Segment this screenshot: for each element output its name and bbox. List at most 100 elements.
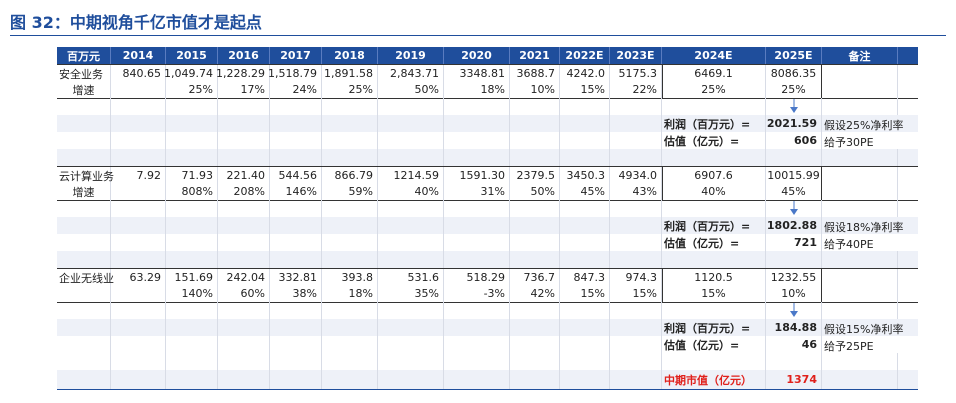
empty-cell (57, 251, 111, 268)
total-label: 中期市值（亿元） (662, 370, 766, 389)
empty-cell (111, 251, 166, 268)
empty-cell (378, 370, 444, 389)
value-cell: 1591.30 (444, 167, 510, 184)
empty-cell (766, 200, 822, 217)
header-cell: 2025E (766, 47, 822, 64)
growth-cell (111, 81, 166, 98)
profit-row: 利润（百万元）= 1802.88 (57, 217, 918, 234)
growth-cell: 42% (510, 285, 560, 302)
growth-cell: 31% (444, 183, 510, 200)
empty-cell (218, 370, 270, 389)
growth-cell: 10% (766, 285, 822, 302)
empty-cell (322, 115, 378, 132)
empty-cell (610, 319, 662, 336)
empty-cell (322, 234, 378, 251)
empty-cell (111, 234, 166, 251)
empty-cell (444, 251, 510, 268)
empty-cell (270, 251, 322, 268)
valuation-value: 721 (766, 234, 822, 251)
growth-label: 增速 (57, 183, 111, 200)
empty-cell (378, 302, 444, 319)
empty-cell (166, 353, 218, 370)
value-cell: 974.3 (610, 269, 662, 286)
empty-cell (444, 149, 510, 166)
growth-cell: 50% (510, 183, 560, 200)
empty-cell (270, 98, 322, 115)
empty-cell (322, 251, 378, 268)
empty-cell (218, 302, 270, 319)
empty-cell (111, 336, 166, 353)
business-value-row: 企业无线业 63.29 151.69 242.04 332.81 393.8 531.6 51… (57, 268, 918, 286)
growth-cell: 208% (218, 183, 270, 200)
empty-cell (218, 98, 270, 115)
empty-cell (560, 98, 610, 115)
empty-cell (444, 370, 510, 389)
empty-cell (111, 370, 166, 389)
empty-cell (822, 269, 898, 286)
empty-cell (322, 370, 378, 389)
empty-cell (166, 149, 218, 166)
empty-cell (510, 132, 560, 149)
empty-cell (510, 115, 560, 132)
valuation-note: 给予25PE (824, 340, 874, 353)
value-cell: 8086.35 (766, 65, 822, 82)
header-cell: 2014 (111, 47, 166, 64)
empty-cell (560, 336, 610, 353)
growth-cell: 15% (662, 285, 766, 302)
growth-cell: 18% (322, 285, 378, 302)
empty-cell (378, 200, 444, 217)
value-cell: 2,843.71 (378, 65, 444, 82)
value-cell: 531.6 (378, 269, 444, 286)
empty-cell (111, 217, 166, 234)
empty-cell (57, 302, 111, 319)
empty-cell (822, 370, 898, 389)
value-cell: 544.56 (270, 167, 322, 184)
empty-cell (822, 302, 898, 319)
empty-cell (444, 217, 510, 234)
empty-cell (218, 217, 270, 234)
empty-cell (378, 149, 444, 166)
empty-cell (111, 302, 166, 319)
empty-cell (560, 302, 610, 319)
empty-cell (322, 302, 378, 319)
empty-cell (270, 319, 322, 336)
spacer-row (57, 353, 918, 370)
empty-cell (57, 353, 111, 370)
empty-cell (560, 200, 610, 217)
growth-cell: -3% (444, 285, 510, 302)
empty-cell (560, 251, 610, 268)
header-cell: 2015 (166, 47, 218, 64)
header-cell: 2022E (560, 47, 610, 64)
down-arrow-icon (790, 303, 798, 317)
header-cell: 备注 (822, 47, 898, 64)
empty-cell (166, 370, 218, 389)
value-cell: 2379.5 (510, 167, 560, 184)
empty-cell (662, 200, 766, 217)
empty-cell (510, 319, 560, 336)
growth-cell: 43% (610, 183, 662, 200)
empty-cell (766, 98, 822, 115)
header-cell: 2023E (610, 47, 662, 64)
empty-cell (610, 149, 662, 166)
valuation-value: 606 (766, 132, 822, 149)
growth-cell: 40% (378, 183, 444, 200)
value-cell: 6907.6 (662, 167, 766, 184)
growth-label: 增速 (57, 81, 111, 98)
growth-cell: 25% (166, 81, 218, 98)
growth-cell: 140% (166, 285, 218, 302)
empty-cell (378, 251, 444, 268)
empty-cell (111, 149, 166, 166)
empty-cell (822, 183, 898, 200)
profit-value: 1802.88 (766, 217, 822, 234)
empty-cell (166, 234, 218, 251)
empty-cell (57, 149, 111, 166)
empty-cell (560, 319, 610, 336)
value-cell: 866.79 (322, 167, 378, 184)
empty-cell (560, 353, 610, 370)
header-cell: 2021 (510, 47, 560, 64)
empty-cell (378, 336, 444, 353)
empty-cell (270, 353, 322, 370)
empty-cell (766, 149, 822, 166)
growth-cell: 808% (166, 183, 218, 200)
empty-cell (662, 149, 766, 166)
